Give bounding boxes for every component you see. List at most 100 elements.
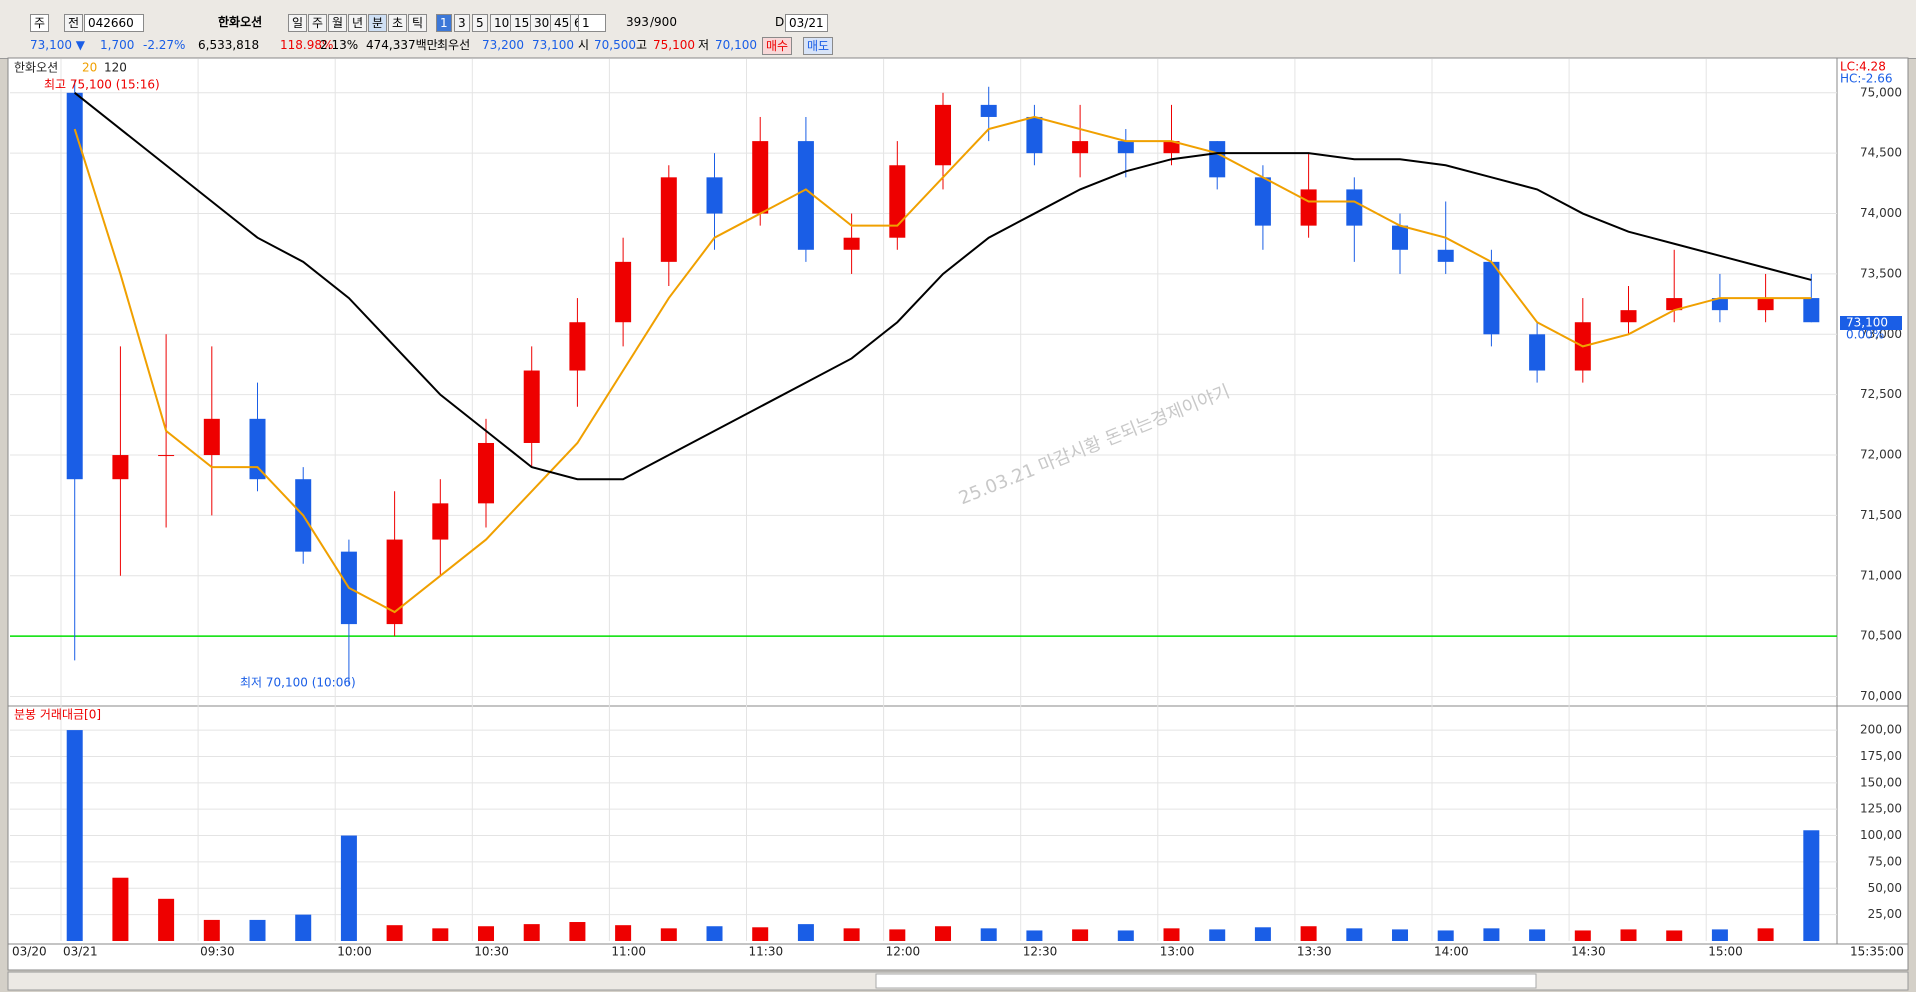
y-tick-label: 71,500 xyxy=(1860,508,1902,522)
quote-amount: 474,337백만 xyxy=(366,38,438,52)
y-tick-label: 74,000 xyxy=(1860,206,1902,220)
volume-bar xyxy=(1392,929,1409,941)
candle-body xyxy=(432,503,449,540)
volume-bar xyxy=(660,928,677,941)
last-change-label: 0.00% xyxy=(1846,328,1884,342)
hc-label: HC:-2.66 xyxy=(1840,72,1893,86)
candle-body xyxy=(935,104,952,166)
x-tick-label: 09:30 xyxy=(200,945,235,959)
toolbar-area: 주전042660한화오션일주월년분초틱13510153045601393/900… xyxy=(0,0,1916,59)
volume-tick-label: 125,00 xyxy=(1860,802,1902,816)
candle-body xyxy=(1711,298,1728,311)
volume-bar xyxy=(935,926,952,941)
interval-button[interactable]: 1 xyxy=(436,14,452,32)
candle-body xyxy=(980,104,997,117)
quote-open: 70,500 xyxy=(594,38,636,52)
volume-bar xyxy=(1757,928,1774,941)
buy-button[interactable]: 매수 xyxy=(762,37,793,55)
volume-bar xyxy=(158,898,175,941)
y-tick-label: 70,000 xyxy=(1860,689,1902,703)
candle-body xyxy=(660,177,677,262)
scrollbar[interactable] xyxy=(7,971,1909,991)
quote-best-bid: 73,100 xyxy=(532,38,574,52)
x-tick-label: 13:30 xyxy=(1297,945,1332,959)
stock-code[interactable]: 042660 xyxy=(84,14,144,32)
unit-button[interactable]: 주 xyxy=(308,14,328,32)
unit-button[interactable]: 년 xyxy=(348,14,368,32)
volume-bar xyxy=(478,926,495,941)
legend-name: 한화오션 xyxy=(14,61,58,75)
candle-body xyxy=(1254,177,1271,226)
interval-button[interactable]: 3 xyxy=(454,14,470,32)
volume-bar xyxy=(797,924,814,941)
volume-bar xyxy=(1254,927,1271,941)
volume-bar xyxy=(1026,930,1043,941)
x-tick-label: 14:00 xyxy=(1434,945,1469,959)
volume-bar xyxy=(843,928,860,941)
last-price-box xyxy=(1840,316,1902,330)
x-tick-label: 11:30 xyxy=(749,945,784,959)
candle-body xyxy=(1666,298,1683,311)
volume-bar xyxy=(1346,928,1363,941)
volume-tick-label: 100,00 xyxy=(1860,828,1902,842)
candle-body xyxy=(1574,322,1591,371)
left-date-label: 03/20 xyxy=(12,945,47,959)
volume-bar xyxy=(889,929,906,941)
moving-average-line xyxy=(73,115,1812,614)
interval-button[interactable]: 5 xyxy=(472,14,488,32)
candle-body xyxy=(1209,141,1226,178)
volume-bar xyxy=(706,926,723,941)
volume-bar xyxy=(1163,928,1180,941)
candle-body xyxy=(340,551,357,625)
candle-body xyxy=(706,177,723,214)
prev-button[interactable]: 전 xyxy=(64,14,84,32)
interval-button[interactable]: 15 xyxy=(510,14,534,32)
moving-average-line xyxy=(74,92,1812,481)
stock-name[interactable]: 한화오션 xyxy=(218,15,263,29)
quote-price: 73,100 ▼ xyxy=(30,38,86,52)
unit-button[interactable]: 분 xyxy=(368,14,388,32)
quote-change-pct: -2.27% xyxy=(143,38,186,52)
candle-body xyxy=(249,418,266,480)
candle-body xyxy=(569,322,586,371)
sell-button[interactable]: 매도 xyxy=(803,37,834,55)
quote-low: 70,100 xyxy=(715,38,757,52)
volume-bar xyxy=(203,919,220,941)
unit-button[interactable]: 일 xyxy=(288,14,308,32)
candle-body xyxy=(112,455,129,480)
volume-bar xyxy=(1574,930,1591,941)
period-mode[interactable]: 주 xyxy=(30,14,50,32)
unit-button[interactable]: 초 xyxy=(388,14,408,32)
unit-button[interactable]: 틱 xyxy=(408,14,428,32)
volume-tick-label: 50,00 xyxy=(1868,881,1902,895)
unit-button[interactable]: 월 xyxy=(328,14,348,32)
date-flag: D xyxy=(775,15,785,29)
lc-label: LC:4.28 xyxy=(1840,60,1886,74)
y-tick-label: 72,500 xyxy=(1860,387,1902,401)
volume-bar xyxy=(1437,930,1454,941)
y-tick-label: 74,500 xyxy=(1860,146,1902,160)
candle-body xyxy=(1072,141,1089,154)
candle-body xyxy=(752,141,769,214)
volume-bar xyxy=(752,927,769,941)
quote-open-label: 시 xyxy=(578,38,590,52)
date-input[interactable]: 03/21 xyxy=(785,14,828,32)
candle-body xyxy=(797,141,814,250)
candle-body xyxy=(1026,116,1043,154)
multiplier[interactable]: 1 xyxy=(578,14,606,32)
volume-bar xyxy=(249,919,266,941)
scroll-thumb[interactable] xyxy=(875,973,1537,989)
candle-body xyxy=(1163,141,1180,154)
volume-bar xyxy=(1117,930,1134,941)
quote-change: 1,700 xyxy=(100,38,135,52)
interval-button[interactable]: 30 xyxy=(530,14,554,32)
volume-bar xyxy=(1072,929,1089,941)
volume-bar xyxy=(112,877,129,941)
candle-body xyxy=(66,92,83,480)
candle-body xyxy=(1300,189,1317,226)
candle-body xyxy=(478,442,495,504)
volume-tick-label: 150,00 xyxy=(1860,775,1902,789)
quote-low-label: 저 xyxy=(698,38,710,52)
